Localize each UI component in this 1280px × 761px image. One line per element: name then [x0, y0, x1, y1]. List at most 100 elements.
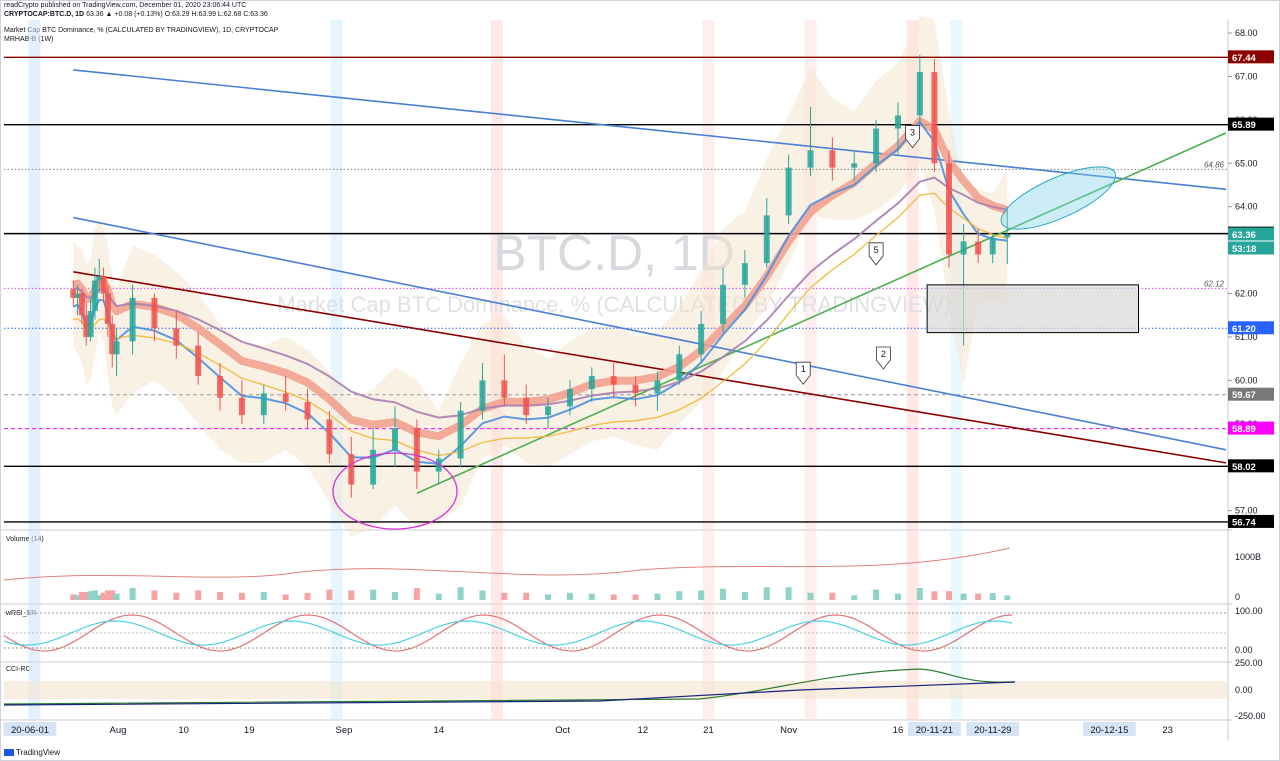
candle-body — [763, 215, 770, 264]
volume-bar — [960, 593, 967, 600]
volume-bar — [282, 594, 289, 600]
candle-body — [610, 376, 617, 385]
price-tick-label: 61.00 — [1235, 332, 1258, 342]
candle-body — [501, 380, 508, 398]
trendline — [416, 132, 1227, 494]
trendline — [73, 216, 1227, 451]
ema-fast-ribbon — [72, 117, 1009, 441]
volume-bar — [238, 592, 245, 600]
volume-bar — [946, 591, 952, 600]
volume-bar — [807, 592, 814, 600]
candle-body — [392, 428, 398, 450]
candle-body — [109, 323, 116, 355]
volume-bar — [457, 587, 464, 600]
time-axis-label: Nov — [780, 725, 797, 736]
volume-bar — [566, 592, 573, 600]
volume-bar — [989, 592, 996, 600]
candle-body — [217, 376, 224, 398]
candle-body — [282, 393, 289, 403]
volume-bar — [931, 591, 938, 600]
candle-body — [676, 354, 683, 381]
level-inline-label: 62.12 — [1204, 279, 1225, 288]
volume-tick-label: 1000B — [1235, 552, 1261, 562]
volume-bar — [741, 592, 748, 600]
volume-bar — [173, 592, 180, 600]
candle-body — [370, 449, 377, 485]
cci-range-band — [4, 681, 1228, 699]
volume-bar — [720, 588, 727, 600]
current-price-label: 63.36 — [1232, 230, 1256, 241]
highlight-band — [330, 20, 343, 720]
volume-bar — [1004, 595, 1011, 600]
price-tick-label: 62.00 — [1235, 289, 1258, 299]
candle-body — [545, 406, 552, 416]
candle-body — [173, 328, 180, 346]
cci-tick-label: -250.00 — [1235, 711, 1266, 721]
level-tag-label: 65.89 — [1232, 120, 1256, 131]
volume-bar — [654, 593, 661, 600]
wave-callout — [875, 346, 891, 370]
candle-body — [83, 315, 90, 337]
candle-body — [946, 163, 952, 255]
level-tag-label: 67.44 — [1232, 53, 1256, 64]
candle-body — [741, 263, 748, 285]
time-axis-label: 16 — [893, 725, 904, 736]
level-tag — [1228, 421, 1274, 435]
candle-body — [91, 280, 98, 311]
watermark-title: Market Cap BTC Dominance, % (CALCULATED … — [277, 292, 951, 317]
volume-bar — [96, 595, 103, 600]
candle-body — [807, 150, 814, 168]
volume-tick-label: 0 — [1235, 592, 1240, 602]
main-series-title: Market Cap BTC Dominance, % (CALCULATED … — [4, 27, 279, 34]
volume-bar — [698, 590, 705, 600]
candle-body — [78, 293, 85, 316]
symbol-ohlc-line: CRYPTOCAP:BTC.D, 1D 63.36 ▲ +0.08 (+0.13… — [4, 11, 268, 18]
time-axis-label: Sep — [336, 725, 353, 736]
candle-body — [588, 376, 595, 390]
volume-bar — [74, 595, 81, 600]
volume-ma-line — [3, 547, 1011, 581]
wave-callout — [868, 242, 884, 266]
candle-body — [260, 393, 267, 416]
candle-body — [238, 397, 245, 416]
candle-body — [851, 163, 858, 168]
candle-body — [720, 284, 727, 324]
volume-bar — [348, 590, 355, 600]
candle-body — [87, 310, 94, 337]
wave-label: 1 — [801, 364, 806, 374]
wave-label: 5 — [874, 245, 879, 255]
volume-bar — [109, 590, 116, 600]
candle-body — [151, 297, 158, 329]
time-label-highlight — [908, 722, 961, 736]
volume-bar — [785, 587, 792, 600]
candle-body — [632, 384, 639, 394]
ohlc-values: 63.36 ▲ +0.08 (+0.13%) O:63.29 H:63.99 L… — [86, 11, 268, 18]
cci-tick-label: 250.00 — [1235, 658, 1263, 668]
time-axis-label: 23 — [1162, 725, 1173, 736]
level-tag — [1228, 514, 1274, 528]
candle-body — [104, 293, 111, 324]
candle-body — [566, 389, 573, 407]
ema-slow-line — [73, 176, 1008, 419]
publish-info: readCrypto published on TradingView.com,… — [4, 2, 247, 9]
volume-bar — [545, 594, 552, 600]
wrsi-tick-label: 100.00 — [1235, 606, 1263, 616]
trendline — [73, 271, 1227, 464]
volume-bar — [916, 588, 923, 600]
volume-bar — [523, 592, 530, 600]
candle-body — [989, 237, 996, 255]
time-axis-label: Aug — [110, 725, 127, 736]
candle-body — [873, 128, 880, 164]
candle-body — [960, 241, 967, 255]
candle-body — [975, 241, 982, 255]
time-axis-label: 20-12-15 — [1090, 725, 1128, 736]
current-price-tag — [1228, 227, 1274, 241]
wave-label: 3 — [910, 128, 915, 138]
trendline — [73, 69, 1227, 191]
volume-bar — [479, 590, 486, 600]
time-axis-label: 20-11-21 — [916, 725, 953, 736]
volume-bar — [195, 590, 202, 600]
candle-body — [654, 380, 661, 394]
volume-bar — [151, 590, 158, 600]
